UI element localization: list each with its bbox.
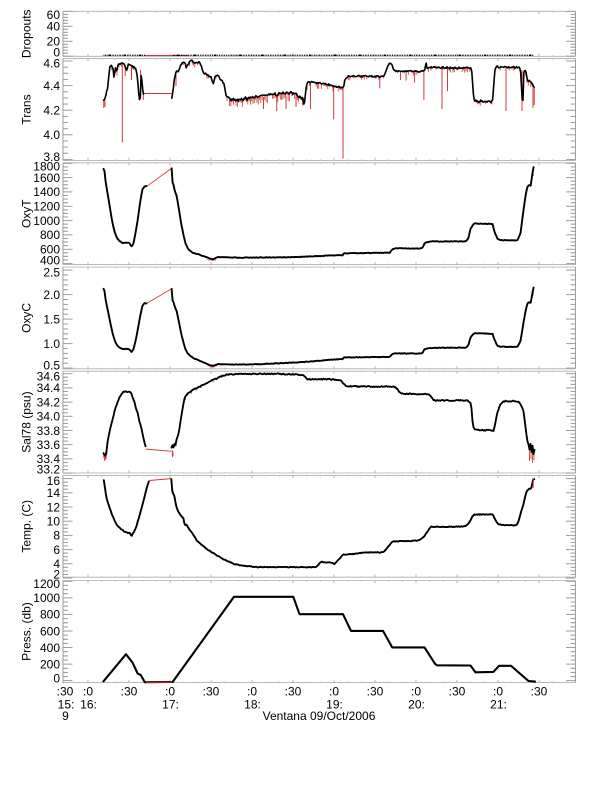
svg-text:2.5: 2.5 [43, 266, 60, 280]
svg-text::0: :0 [493, 685, 503, 699]
svg-text::30: :30 [449, 685, 466, 699]
svg-text:4.0: 4.0 [43, 128, 60, 142]
svg-text:1600: 1600 [33, 171, 60, 185]
svg-text:8: 8 [53, 529, 60, 543]
svg-text:0: 0 [53, 45, 60, 59]
svg-text:800: 800 [40, 608, 60, 622]
svg-text:34.0: 34.0 [37, 410, 61, 424]
svg-text:20: 20 [47, 35, 61, 49]
svg-text:800: 800 [40, 228, 60, 242]
svg-text:4.2: 4.2 [43, 104, 60, 118]
svg-text:1400: 1400 [33, 185, 60, 199]
svg-text:Temp. (C): Temp. (C) [20, 500, 34, 553]
svg-text:18:: 18: [244, 698, 261, 712]
svg-text:17:: 17: [162, 698, 179, 712]
svg-text:400: 400 [40, 641, 60, 655]
svg-text:Ventana 09/Oct/2006: Ventana 09/Oct/2006 [263, 709, 376, 723]
svg-text:4.6: 4.6 [43, 56, 60, 70]
svg-text:1.0: 1.0 [43, 337, 60, 351]
svg-text:6: 6 [53, 543, 60, 557]
svg-text::30: :30 [531, 685, 548, 699]
svg-text::0: :0 [329, 685, 339, 699]
svg-text::30: :30 [285, 685, 302, 699]
svg-text:33.8: 33.8 [37, 424, 61, 438]
svg-text:60: 60 [47, 8, 61, 22]
svg-text:16: 16 [47, 474, 61, 488]
svg-text:600: 600 [40, 243, 60, 257]
svg-text:15:: 15: [58, 698, 75, 712]
svg-text:9: 9 [62, 709, 69, 723]
svg-text:10: 10 [47, 515, 61, 529]
svg-text:1200: 1200 [33, 200, 60, 214]
svg-text:Trans: Trans [20, 94, 34, 124]
svg-text:400: 400 [40, 254, 60, 268]
svg-text:1800: 1800 [33, 160, 60, 174]
svg-text:1000: 1000 [33, 214, 60, 228]
svg-text:34.2: 34.2 [37, 395, 61, 409]
svg-text:OxyT: OxyT [20, 199, 34, 228]
svg-text:34.6: 34.6 [37, 370, 61, 384]
svg-text:0.5: 0.5 [43, 359, 60, 373]
svg-text:19:: 19: [326, 698, 343, 712]
svg-text:1200: 1200 [33, 577, 60, 591]
svg-text:4.4: 4.4 [43, 79, 60, 93]
svg-text::0: :0 [411, 685, 421, 699]
svg-text::30: :30 [121, 685, 138, 699]
svg-text::0: :0 [83, 685, 93, 699]
svg-text:3.8: 3.8 [43, 150, 60, 164]
svg-text:Press. (db): Press. (db) [19, 602, 33, 661]
svg-text:0: 0 [53, 671, 60, 685]
svg-text:34.4: 34.4 [37, 381, 61, 395]
svg-text::0: :0 [165, 685, 175, 699]
svg-text:1.5: 1.5 [43, 312, 60, 326]
svg-text:Sal78 (psu): Sal78 (psu) [20, 391, 34, 452]
svg-text:33.2: 33.2 [37, 463, 61, 477]
svg-text::30: :30 [203, 685, 220, 699]
svg-text:2: 2 [53, 567, 60, 581]
svg-text:4: 4 [53, 557, 60, 571]
svg-text:21:: 21: [490, 698, 507, 712]
svg-text:OxyC: OxyC [20, 303, 34, 333]
svg-text:2.0: 2.0 [43, 288, 60, 302]
svg-text:1000: 1000 [33, 591, 60, 605]
svg-text:16:: 16: [80, 698, 97, 712]
svg-text:Dropouts: Dropouts [20, 9, 34, 58]
svg-text:14: 14 [47, 486, 61, 500]
svg-text:33.6: 33.6 [37, 438, 61, 452]
svg-text:33.4: 33.4 [37, 452, 61, 466]
svg-text:20:: 20: [408, 698, 425, 712]
svg-text:40: 40 [47, 20, 61, 34]
svg-text::30: :30 [367, 685, 384, 699]
svg-text:200: 200 [40, 657, 60, 671]
svg-text::0: :0 [247, 685, 257, 699]
svg-text::30: :30 [57, 685, 74, 699]
svg-text:600: 600 [40, 624, 60, 638]
svg-text:12: 12 [47, 500, 61, 514]
